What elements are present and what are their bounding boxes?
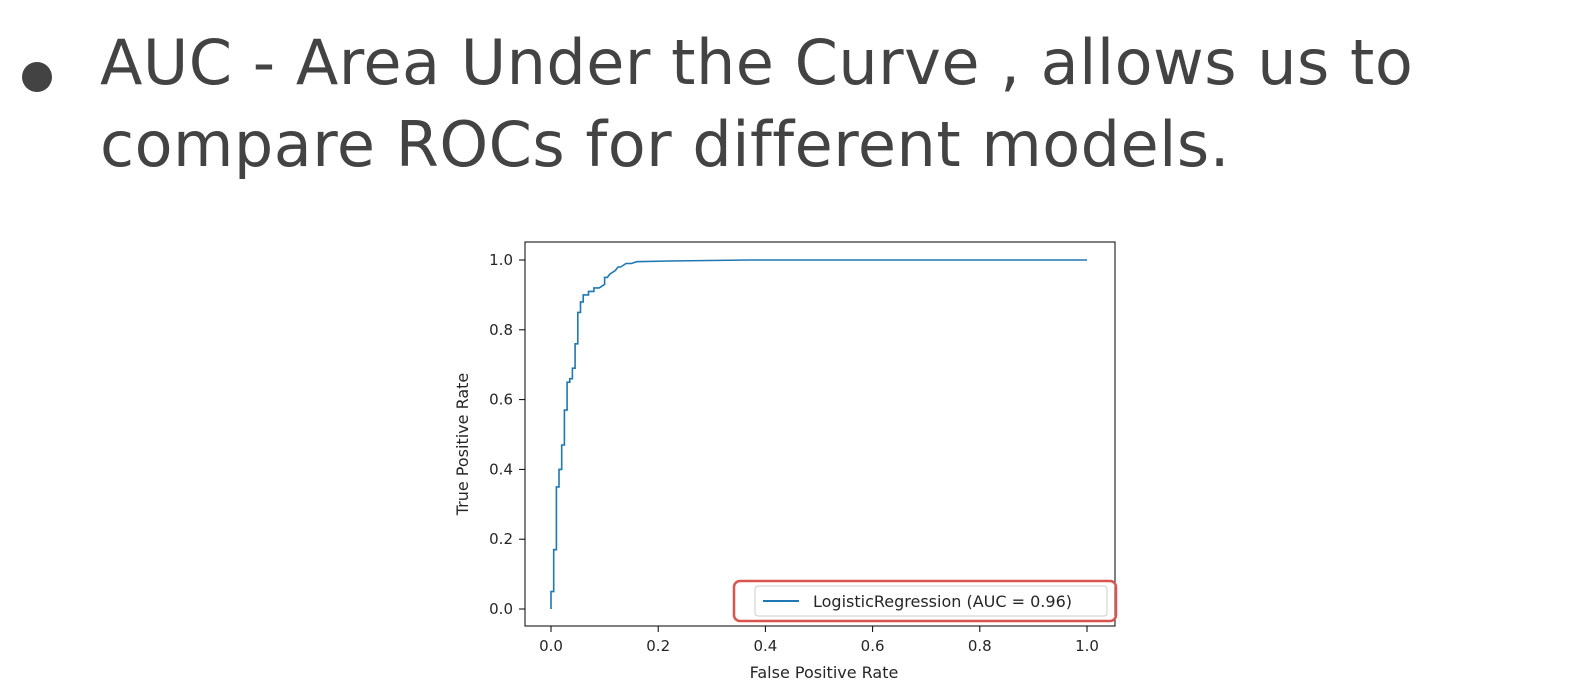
roc-chart: 0.0 0.2 0.4 0.6 0.8 1.0 0.0 0.2 0.4 0.6 0.8 1.0 Log… bbox=[440, 228, 1140, 688]
roc-chart-svg: 0.0 0.2 0.4 0.6 0.8 1.0 0.0 0.2 0.4 0.6 0.8 1.0 Log… bbox=[453, 241, 1118, 682]
y-tick-label: 1.0 bbox=[489, 251, 513, 269]
x-axis-label: False Positive Rate bbox=[750, 663, 899, 682]
y-axis-label: True Positive Rate bbox=[453, 373, 472, 517]
legend-label: LogisticRegression (AUC = 0.96) bbox=[813, 592, 1072, 611]
y-tick-label: 0.0 bbox=[489, 600, 513, 618]
x-tick-label: 0.8 bbox=[968, 637, 992, 655]
y-tick-label: 0.4 bbox=[489, 460, 513, 478]
x-tick-label: 1.0 bbox=[1075, 637, 1099, 655]
legend: LogisticRegression (AUC = 0.96) bbox=[732, 579, 1118, 623]
legend-highlight-box bbox=[732, 579, 1118, 623]
roc-curve-line bbox=[550, 259, 1087, 609]
legend-box bbox=[754, 585, 1108, 617]
y-tick-label: 0.6 bbox=[489, 391, 513, 409]
plot-area bbox=[524, 241, 1116, 627]
y-tick-label: 0.8 bbox=[489, 321, 513, 339]
x-tick-label: 0.4 bbox=[753, 637, 777, 655]
x-tick-label: 0.2 bbox=[646, 637, 670, 655]
axis-ticks: 0.0 0.2 0.4 0.6 0.8 1.0 0.0 0.2 0.4 0.6 0.8 1.0 bbox=[489, 251, 1099, 655]
bullet-dot-icon bbox=[22, 62, 52, 92]
x-tick-label: 0.0 bbox=[539, 637, 563, 655]
bullet-text: AUC - Area Under the Curve , allows us t… bbox=[100, 26, 1414, 181]
x-tick-label: 0.6 bbox=[861, 637, 885, 655]
y-tick-label: 0.2 bbox=[489, 530, 513, 548]
